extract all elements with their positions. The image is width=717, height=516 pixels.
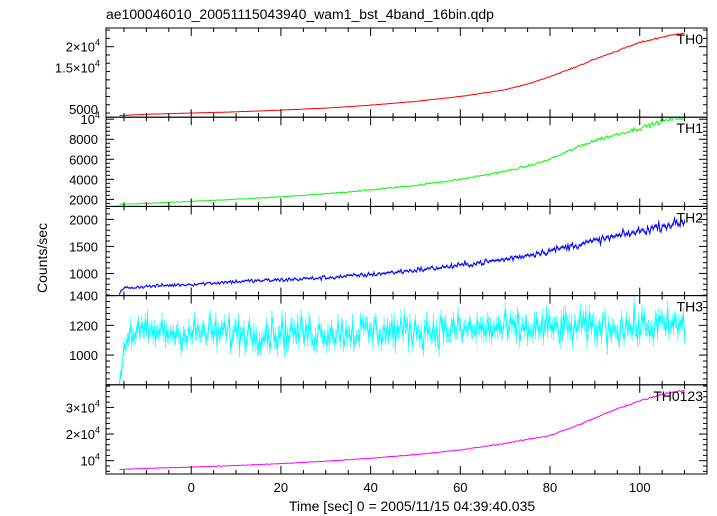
panel-label-th2: TH2	[677, 209, 704, 225]
y-tick-label: 3×104	[66, 398, 100, 415]
panels-group: 5000 1.5×104 2×104 TH0 2000 4000 6000 8000 104 TH…	[55, 27, 708, 495]
x-tick-label: 0	[188, 480, 195, 495]
chart-title: ae100046010_20051115043940_wam1_bst_4ban…	[106, 6, 494, 22]
x-tick-label: 60	[453, 480, 467, 495]
y-tick-label: 1000	[69, 348, 98, 363]
panel-frame	[105, 295, 708, 386]
panel-th2: 1000 1500 2000 TH2	[69, 205, 708, 297]
series-line-th0	[119, 32, 685, 116]
x-axis-label: Time [sec] 0 = 2005/11/15 04:39:40.035	[289, 498, 536, 514]
x-tick-label: 20	[274, 480, 288, 495]
y-tick-label: 2×104	[66, 38, 100, 55]
panel-label-th3: TH3	[677, 299, 704, 315]
y-tick-label: 6000	[69, 152, 98, 167]
panel-frame	[105, 205, 708, 297]
panel-th0123: 104 2×104 3×104 TH0123	[66, 384, 708, 475]
panel-frame	[105, 27, 708, 118]
panel-label-th0: TH0	[677, 31, 704, 47]
series-line-th0123	[119, 389, 685, 470]
series-line-th1	[119, 116, 685, 205]
y-tick-label: 104	[81, 110, 100, 127]
y-tick-label: 1.5×104	[55, 58, 100, 75]
y-tick-label: 2000	[69, 192, 98, 207]
y-tick-label: 1400	[69, 289, 98, 304]
y-tick-label: 2×104	[66, 425, 100, 442]
y-tick-label: 4000	[69, 172, 98, 187]
panel-th1: 2000 4000 6000 8000 104 TH1	[69, 110, 708, 207]
y-tick-label: 5000	[69, 102, 98, 117]
y-axis-label: Counts/sec	[34, 223, 50, 293]
panel-frame	[105, 116, 708, 207]
x-tick-label: 40	[363, 480, 377, 495]
y-tick-label: 8000	[69, 132, 98, 147]
series-line-th3	[118, 303, 686, 385]
x-tick-label: 100	[629, 480, 651, 495]
panel-label-th1: TH1	[677, 120, 704, 136]
panel-frame	[105, 384, 708, 475]
y-tick-label: 104	[81, 452, 100, 469]
panel-label-th0123: TH0123	[653, 388, 703, 404]
panel-th3: 1000 1200 1400 TH3	[69, 289, 708, 386]
y-tick-label: 1200	[69, 318, 98, 333]
x-tick-label: 80	[543, 480, 557, 495]
panel-th0: 5000 1.5×104 2×104 TH0	[55, 27, 708, 118]
y-tick-label: 1500	[69, 239, 98, 254]
y-tick-label: 2000	[69, 212, 98, 227]
series-errorbars-th3	[119, 296, 685, 385]
series-line-th2	[118, 218, 686, 295]
y-tick-label: 1000	[69, 266, 98, 281]
